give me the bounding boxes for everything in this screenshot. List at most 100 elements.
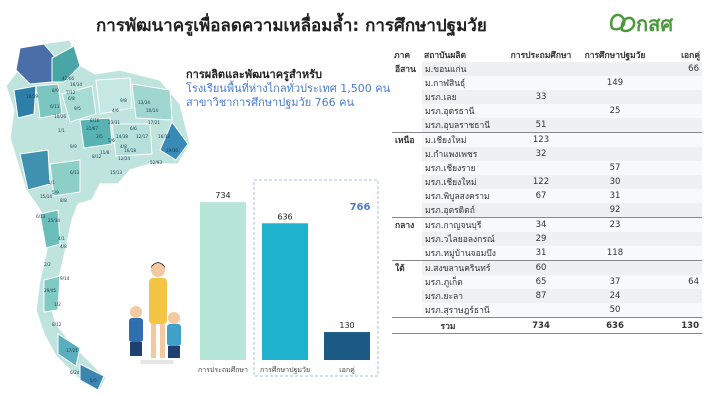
primary-cell: 65 <box>504 275 578 289</box>
institution-cell: มรภ.เชียงใหม่ <box>422 175 504 189</box>
bar-value-label: 130 <box>339 321 354 330</box>
early-childhood-cell: 31 <box>578 189 652 203</box>
map-province-label: 6/13 <box>70 170 80 175</box>
early-childhood-cell: 25 <box>578 104 652 118</box>
early-childhood-cell <box>578 132 652 147</box>
early-childhood-cell <box>578 147 652 161</box>
table-row: มรภ.เชียงราย 57 <box>392 161 702 175</box>
institution-cell: ม.ขอนแก่น <box>422 62 504 76</box>
leaf-logo-icon <box>609 13 636 33</box>
table-row: ม.กาฬสินธุ์ 149 <box>392 76 702 90</box>
map-province-label: 2/2 <box>44 262 51 267</box>
bracket-total-label: 766 <box>350 202 371 213</box>
map-province-label: 4/1 <box>58 236 65 241</box>
map-province-label: 9/14 <box>60 276 70 281</box>
primary-cell: 29 <box>504 232 578 246</box>
map-province-label: 6/24 <box>70 370 80 375</box>
primary-cell: 34 <box>504 217 578 232</box>
double-major-cell <box>652 246 702 261</box>
map-province-label: 8/12 <box>52 322 62 327</box>
bar-0 <box>200 202 246 360</box>
headline-line-1: การผลิตและพัฒนาครูสำหรับ <box>186 68 322 81</box>
table-row: มรภ.เลย 33 <box>392 90 702 104</box>
institution-cell: มรภ.ยะลา <box>422 289 504 303</box>
double-major-cell: 66 <box>652 62 702 76</box>
early-childhood-cell <box>578 260 652 275</box>
table-row: กลาง มรภ.กาญจนบุรี 34 23 <box>392 217 702 261</box>
institution-cell: มรภ.สุราษฎร์ธานี <box>422 303 504 318</box>
map-province-label: 10/14 <box>146 108 158 113</box>
primary-cell <box>504 303 578 318</box>
map-province-label: 8/12 <box>92 154 102 159</box>
logo-text: กสศ <box>636 12 674 36</box>
double-major-cell <box>652 118 702 133</box>
map-province-label: 6/11 <box>50 104 60 109</box>
bar-1 <box>262 223 308 360</box>
map-province-label: 16/18 <box>124 148 136 153</box>
institution-cell: มรภ.วไลยอลงกรณ์ <box>422 232 504 246</box>
region-cell: อีสาน <box>392 62 422 133</box>
early-childhood-cell: 50 <box>578 303 652 318</box>
table-row: มรภ.ภูเก็ต 65 37 64 <box>392 275 702 289</box>
early-childhood-cell <box>578 90 652 104</box>
institution-cell: มรภ.ภูเก็ต <box>422 275 504 289</box>
table-row: ม.กำแพงเพชร 32 <box>392 147 702 161</box>
region-cell: กลาง <box>392 217 422 261</box>
table-row: มรภ.พิบูลสงคราม 67 31 <box>392 189 702 203</box>
headline: การผลิตและพัฒนาครูสำหรับ โรงเรียนพื้นที่… <box>186 68 390 110</box>
map-province-label: 6/6 <box>130 126 137 131</box>
map-province-label: 31/67 <box>86 126 98 131</box>
double-major-cell <box>652 175 702 189</box>
primary-cell <box>504 104 578 118</box>
bar-chart: 766 734 การประถมศึกษา 636 การศึกษาปฐมวัย 130… <box>198 179 379 377</box>
primary-cell <box>504 161 578 175</box>
table-row: มรภ.สุราษฎร์ธานี 50 <box>392 303 702 318</box>
header-region: ภาค <box>394 51 411 61</box>
total-primary: 734 <box>504 317 578 334</box>
early-childhood-cell: 92 <box>578 203 652 218</box>
category-label: การศึกษาปฐมวัย <box>260 365 310 374</box>
map-province-label: 23/31 <box>108 120 120 125</box>
table-row: เหนือ ม.เชียงใหม่ 123 <box>392 132 702 218</box>
institution-cell: ม.เชียงใหม่ <box>422 132 504 147</box>
early-childhood-cell: 24 <box>578 289 652 303</box>
primary-cell: 33 <box>504 90 578 104</box>
primary-cell: 31 <box>504 246 578 261</box>
double-major-cell <box>652 132 702 147</box>
primary-cell: 122 <box>504 175 578 189</box>
map-province-label: 29/45 <box>44 288 56 293</box>
map-province-label: 5/5 <box>90 378 97 383</box>
bracket-outline <box>253 179 379 377</box>
double-major-cell <box>652 189 702 203</box>
early-childhood-cell: 23 <box>578 217 652 232</box>
primary-cell: 87 <box>504 289 578 303</box>
bar-2 <box>324 332 370 360</box>
header-primary: การประถมศึกษา <box>510 51 572 61</box>
early-childhood-cell <box>578 62 652 76</box>
page-title: การพัฒนาครูเพื่อลดความเหลื่อมล้ำ: การศึก… <box>96 16 487 36</box>
map-province-label: 4/8 <box>120 144 127 149</box>
map-province-label: 9/5 <box>74 106 81 111</box>
map-province-label: 1/1 <box>58 128 65 133</box>
map-province-label: 11/8 <box>100 150 110 155</box>
map-province-label: 4/6 <box>112 108 119 113</box>
institution-cell: ม.สงขลานครินทร์ <box>422 260 504 275</box>
category-label: การประถมศึกษา <box>198 365 248 374</box>
double-major-cell <box>652 303 702 318</box>
table-row: มรภ.อุบลราชธานี 51 <box>392 118 702 133</box>
early-childhood-cell <box>578 232 652 246</box>
map-province-label: 1/1 <box>48 180 55 185</box>
early-childhood-cell <box>578 118 652 133</box>
map-province-label: 16/34 <box>70 82 82 87</box>
map-province-label: 8/9 <box>52 88 59 93</box>
institution-cell: ม.กาฬสินธุ์ <box>422 76 504 90</box>
map-province-label: 8/16 <box>90 118 100 123</box>
double-major-cell <box>652 104 702 118</box>
table-row: มรภ.เชียงใหม่ 122 30 <box>392 175 702 189</box>
total-early-childhood: 636 <box>578 317 652 334</box>
map-province-label: 13/34 <box>138 100 150 105</box>
table-row: มรภ.หมู่บ้านจอมบึง 31 118 <box>392 246 702 261</box>
map-province-label: 5/6 <box>108 138 115 143</box>
map-province-label: 15/13 <box>110 170 122 175</box>
headline-line-2: โรงเรียนพื้นที่ห่างไกลทั่วประเทศ 1,500 ค… <box>186 82 391 95</box>
